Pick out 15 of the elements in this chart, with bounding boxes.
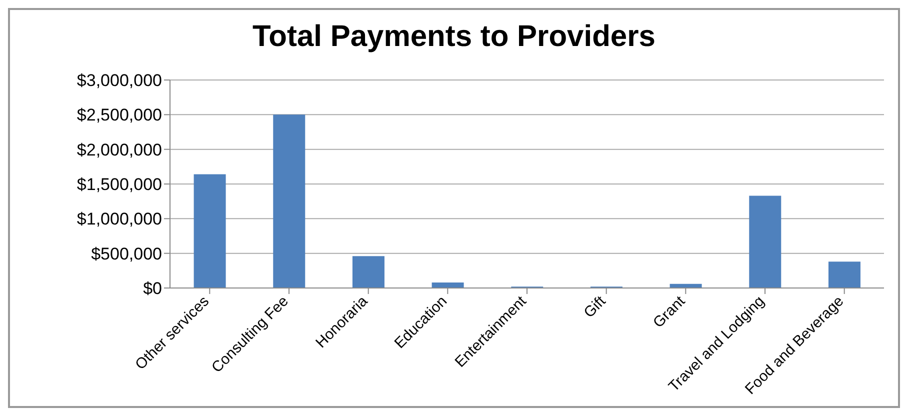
x-tick-label: Gift [580, 292, 610, 322]
y-tick-label: $3,000,000 [76, 71, 162, 90]
chart-title: Total Payments to Providers [252, 20, 656, 55]
bar [828, 262, 860, 288]
bar [749, 196, 782, 288]
bar [194, 174, 226, 288]
bar [273, 114, 306, 288]
y-tick-label: $2,500,000 [76, 106, 162, 125]
bar [352, 256, 384, 288]
y-tick-label: $500,000 [91, 244, 162, 264]
y-tick-label: $0 [143, 279, 162, 298]
bar [432, 282, 464, 288]
y-tick-label: $2,000,000 [76, 140, 162, 160]
y-tick-label: $1,000,000 [76, 210, 162, 229]
y-tick-label: $1,500,000 [76, 175, 162, 194]
